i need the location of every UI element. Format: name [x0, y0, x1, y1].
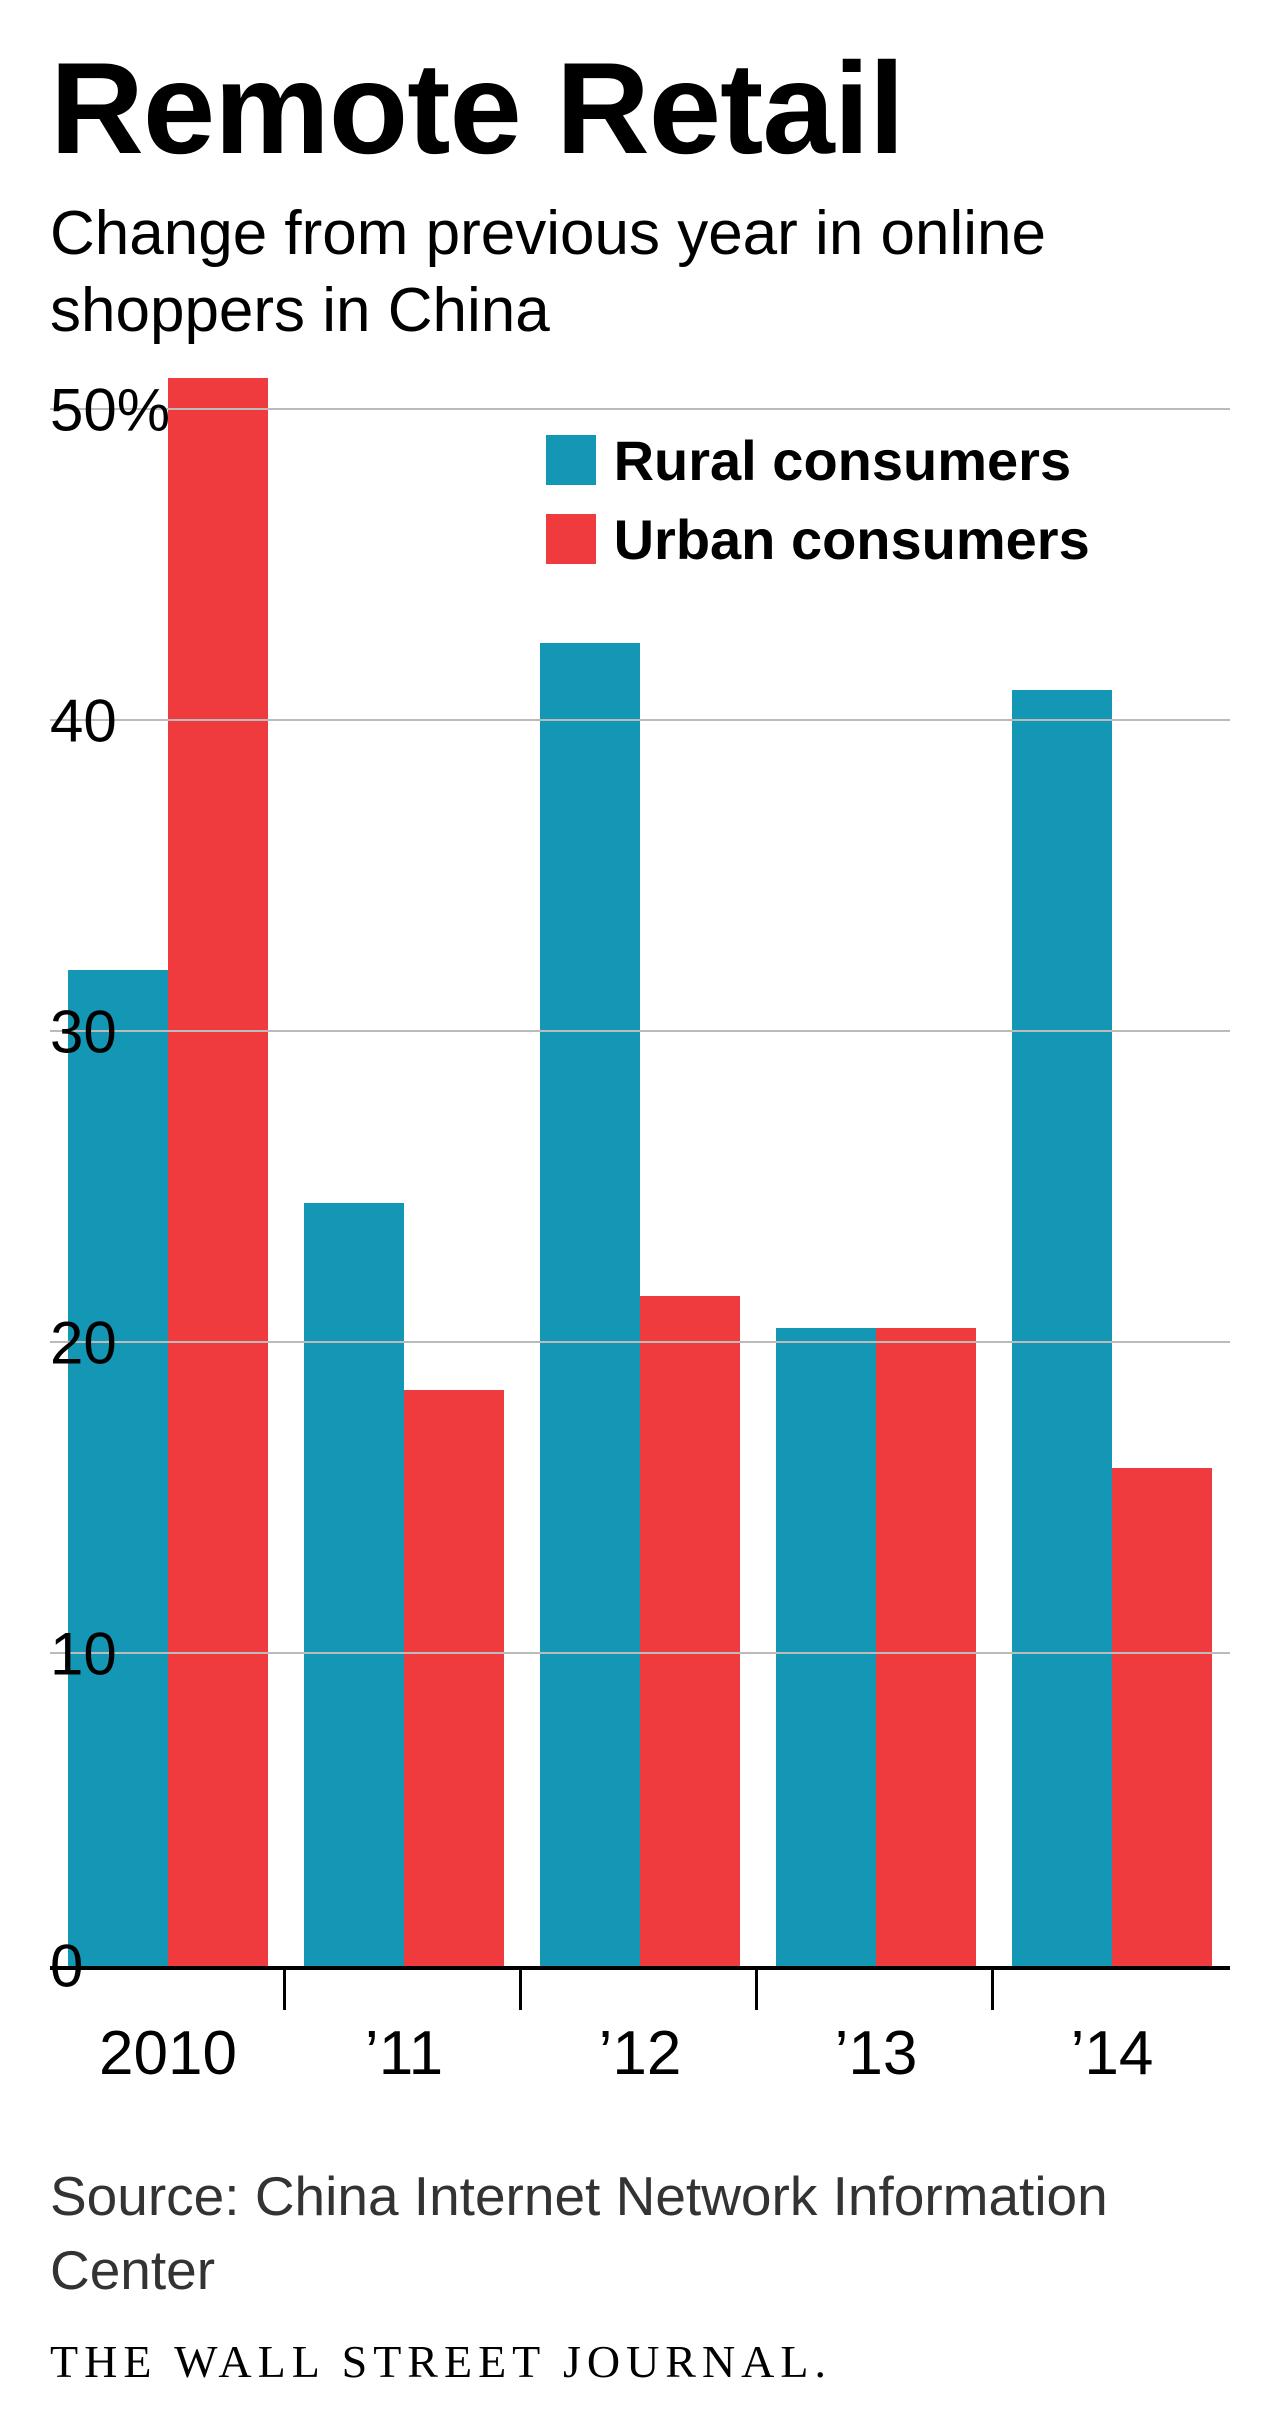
plot-area: 01020304050%: [50, 410, 1230, 1970]
x-tick-label: ’12: [522, 2018, 758, 2089]
gridline: [50, 1030, 1230, 1032]
chart-title: Remote Retail: [50, 40, 1230, 177]
x-tick-label: ’14: [994, 2018, 1230, 2089]
bar: [876, 1328, 976, 1966]
bar: [168, 378, 268, 1965]
x-tick-label: ’11: [286, 2018, 522, 2089]
bar-group: [758, 410, 994, 1966]
gridline: [50, 1652, 1230, 1654]
bars-layer: [50, 410, 1230, 1966]
gridline: [50, 719, 1230, 721]
x-tick-label: 2010: [50, 2018, 286, 2089]
y-tick-label: 10: [50, 1620, 117, 1689]
gridline: [50, 408, 1230, 410]
bar: [404, 1390, 504, 1966]
y-tick-label: 20: [50, 1309, 117, 1378]
bar: [1012, 690, 1112, 1966]
bar: [540, 643, 640, 1966]
chart-container: Rural consumersUrban consumers 010203040…: [50, 410, 1230, 2089]
bar-group: [994, 410, 1230, 1966]
y-tick-label: 50%: [50, 375, 170, 444]
attribution-text: THE WALL STREET JOURNAL.: [50, 2335, 1230, 2388]
bar: [1112, 1468, 1212, 1966]
bar: [640, 1296, 740, 1965]
gridline: [50, 1341, 1230, 1343]
bar-group: [286, 410, 522, 1966]
x-tick-label: ’13: [758, 2018, 994, 2089]
bar-group: [522, 410, 758, 1966]
bar: [68, 970, 168, 1966]
source-text: Source: China Internet Network Informati…: [50, 2159, 1230, 2308]
bar: [304, 1203, 404, 1965]
x-axis-labels: 2010’11’12’13’14: [50, 2018, 1230, 2089]
chart-subtitle: Change from previous year in online shop…: [50, 195, 1230, 350]
y-tick-label: 30: [50, 997, 117, 1066]
bar: [776, 1328, 876, 1966]
y-tick-label: 40: [50, 686, 117, 755]
y-tick-label: 0: [50, 1931, 83, 2000]
bar-group: [50, 410, 286, 1966]
